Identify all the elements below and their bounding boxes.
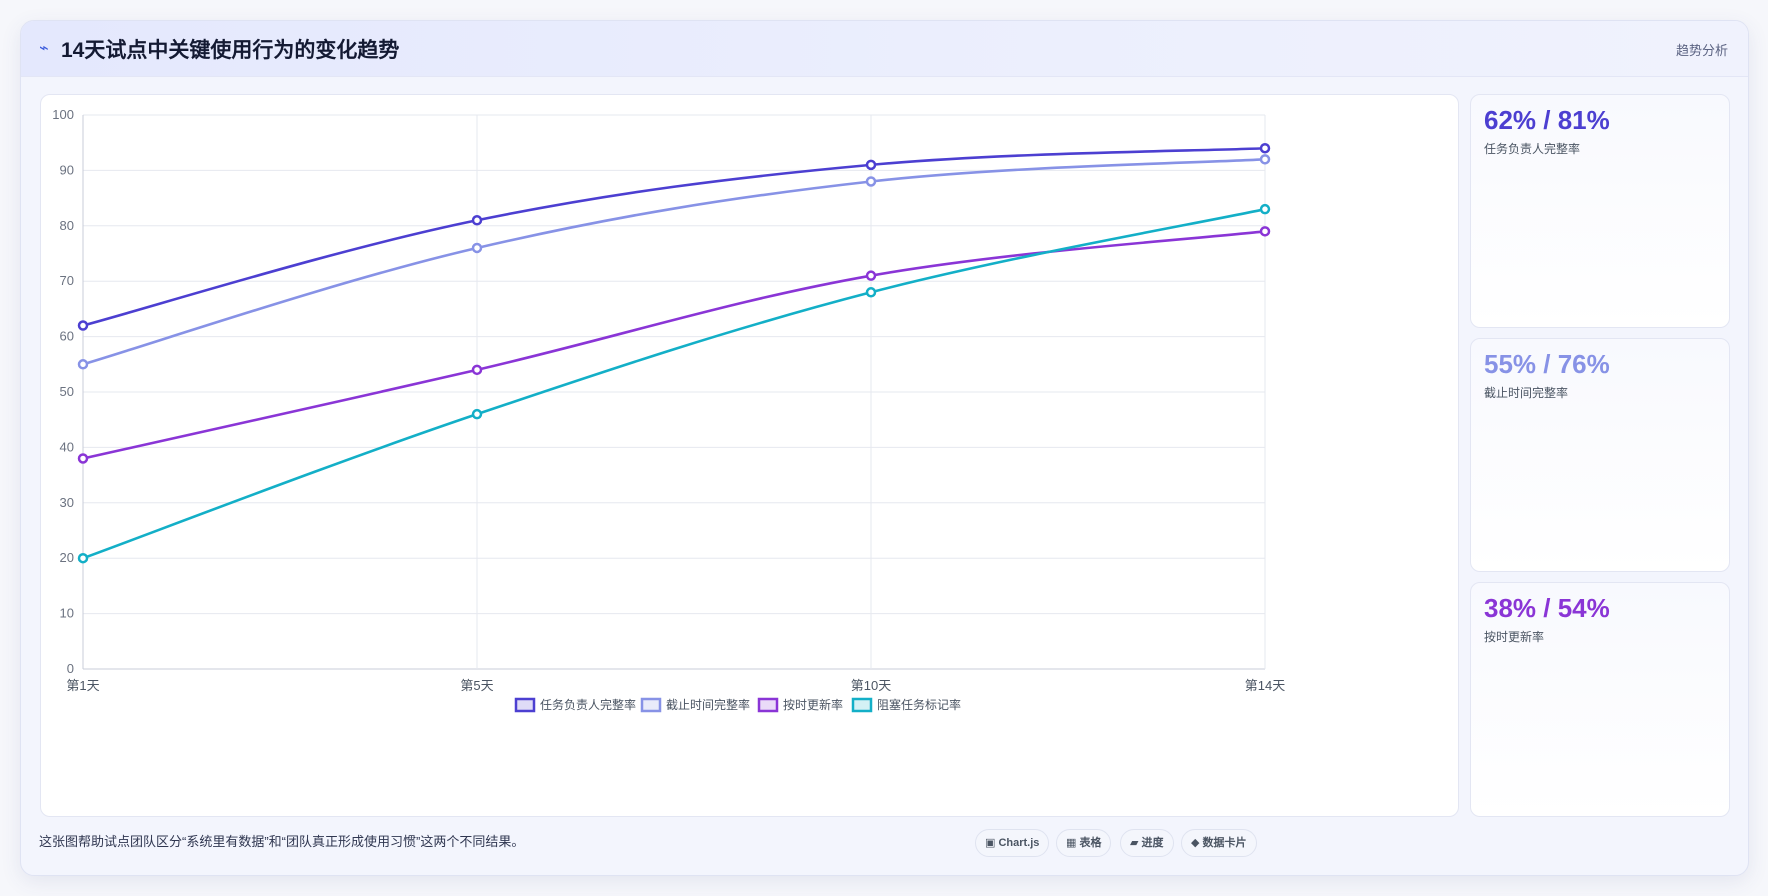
- legend-label: 按时更新率: [783, 697, 843, 712]
- x-tick-label: 第10天: [851, 678, 891, 693]
- kpi-value: 62% / 81%: [1484, 105, 1610, 135]
- data-point: [471, 215, 483, 226]
- chip-data-card[interactable]: ◆ 数据卡片: [1181, 829, 1257, 857]
- kpi-card-on-time-update: 38% / 54% 按时更新率: [1470, 582, 1730, 817]
- legend-label: 截止时间完整率: [666, 697, 750, 712]
- lightning-icon: ⌁: [39, 40, 49, 57]
- series-line: [82, 207, 1266, 560]
- legend-swatch: [851, 697, 873, 713]
- chart-card: 0 10 20 30 40 50 60 70 80 90 100 第1天 第5天 第10天 第14天任务负责…: [40, 94, 1459, 817]
- kpi-card-owner-completeness: 62% / 81% 任务负责人完整率: [1470, 94, 1730, 328]
- chip-progress[interactable]: ▰ 进度: [1120, 829, 1174, 857]
- y-tick-label: 30: [60, 495, 74, 510]
- legend-swatch: [514, 697, 536, 713]
- data-point: [1259, 154, 1271, 165]
- data-point: [77, 320, 89, 331]
- data-point: [77, 552, 89, 564]
- y-tick-label: 70: [60, 273, 74, 288]
- y-tick-label: 60: [60, 329, 74, 344]
- series-line: [82, 158, 1266, 366]
- y-tick-label: 40: [60, 439, 74, 454]
- data-point: [865, 270, 877, 281]
- y-tick-label: 10: [60, 606, 74, 621]
- data-point: [865, 287, 877, 298]
- kpi-card-deadline-completeness: 55% / 76% 截止时间完整率: [1470, 338, 1730, 572]
- legend-swatch: [640, 697, 662, 713]
- y-tick-label: 50: [60, 384, 74, 399]
- series-line: [82, 146, 1266, 327]
- panel-header: ⌁ 14天试点中关键使用行为的变化趋势 趋势分析: [21, 21, 1748, 77]
- y-tick-label: 100: [52, 107, 74, 122]
- data-point: [865, 176, 877, 187]
- data-point: [471, 364, 483, 376]
- trend-analysis-tag: 趋势分析: [1675, 43, 1728, 58]
- x-tick-label: 第1天: [66, 678, 99, 693]
- x-tick-label: 第5天: [460, 678, 493, 693]
- y-tick-label: 80: [60, 218, 74, 233]
- data-point: [1259, 203, 1271, 215]
- y-tick-label: 90: [60, 162, 74, 177]
- line-chart: 0 10 20 30 40 50 60 70 80 90 100 第1天 第5天 第10天 第14天任务负责…: [52, 107, 1285, 713]
- data-point: [77, 453, 89, 464]
- x-tick-label: 第14天: [1245, 678, 1285, 693]
- legend-label: 阻塞任务标记率: [877, 697, 961, 712]
- series-line: [82, 230, 1266, 460]
- kpi-label: 截止时间完整率: [1484, 386, 1569, 400]
- y-tick-label: 20: [60, 550, 74, 565]
- legend-label: 任务负责人完整率: [540, 697, 636, 712]
- data-point: [1259, 226, 1271, 237]
- kpi-label: 按时更新率: [1484, 630, 1545, 644]
- kpi-value: 55% / 76%: [1484, 349, 1610, 379]
- kpi-value: 38% / 54%: [1484, 593, 1610, 623]
- page-title: 14天试点中关键使用行为的变化趋势: [61, 39, 400, 62]
- chip-chartjs[interactable]: ▣ Chart.js: [975, 829, 1050, 857]
- data-point: [471, 408, 483, 420]
- legend-swatch: [757, 697, 779, 713]
- footer-note: 这张图帮助试点团队区分“系统里有数据”和“团队真正形成使用习惯”这两个不同结果。: [39, 834, 525, 849]
- data-point: [471, 242, 483, 254]
- dashboard-panel: ⌁ 14天试点中关键使用行为的变化趋势 趋势分析 0 10 20 30 40 50 60 70…: [20, 20, 1749, 876]
- chip-table[interactable]: ▦ 表格: [1056, 829, 1112, 857]
- data-point: [865, 159, 877, 171]
- data-point: [77, 359, 89, 370]
- data-point: [1259, 142, 1271, 154]
- y-tick-label: 0: [67, 661, 74, 676]
- kpi-label: 任务负责人完整率: [1484, 142, 1581, 156]
